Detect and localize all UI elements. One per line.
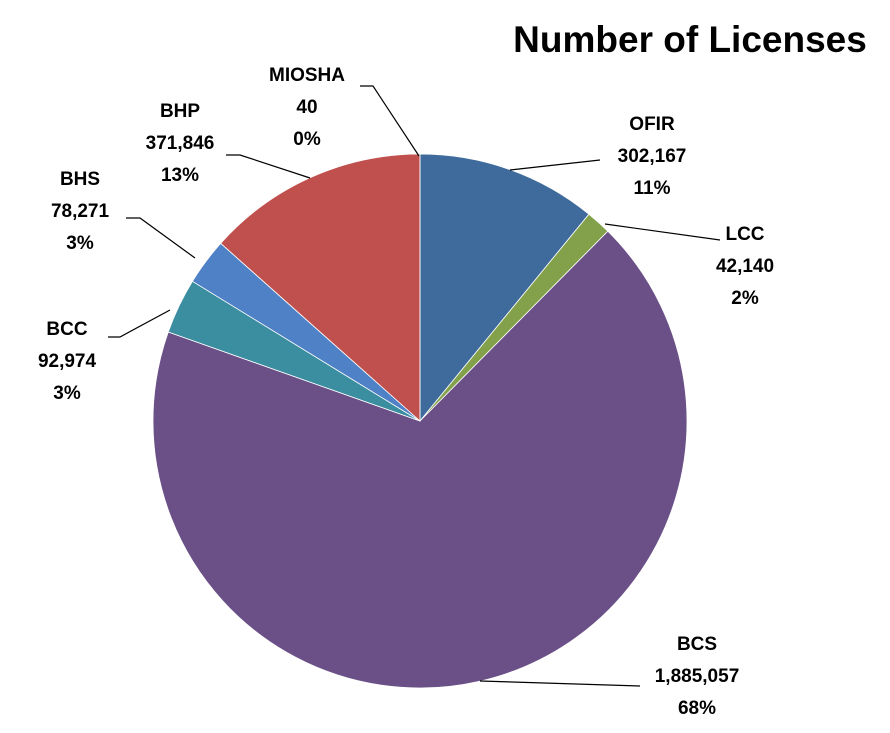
pie-slice [419, 153, 590, 423]
value-label: 40 [296, 97, 317, 118]
percent-label: 11% [634, 178, 671, 199]
percent-label: 2% [731, 288, 759, 309]
value-label: 302,167 [618, 146, 687, 167]
leader-line [360, 85, 420, 157]
percent-label: 3% [66, 233, 94, 254]
value-label: 92,974 [38, 351, 97, 372]
percent-label: 68% [678, 698, 716, 719]
category-label: OFIR [629, 114, 675, 135]
category-label: BCC [46, 319, 87, 340]
pie-slice [220, 153, 421, 422]
category-label: LCC [725, 224, 764, 245]
value-label: 42,140 [716, 256, 774, 277]
percent-label: 13% [161, 165, 199, 186]
category-label: BCS [677, 634, 717, 655]
leader-line [108, 309, 171, 338]
leader-line [126, 217, 196, 259]
leader-line [509, 159, 601, 171]
value-label: 371,846 [146, 133, 215, 154]
value-label: 78,271 [51, 201, 110, 222]
chart-title: Number of Licenses [513, 19, 867, 60]
leader-line [604, 223, 721, 241]
leader-line [479, 680, 641, 687]
percent-label: 3% [53, 383, 81, 404]
category-label: BHS [60, 169, 100, 190]
pie-slice [152, 230, 688, 689]
percent-label: 0% [293, 129, 321, 150]
category-label: MIOSHA [269, 65, 345, 86]
leader-line [226, 154, 311, 179]
value-label: 1,885,057 [655, 666, 740, 687]
category-label: BHP [160, 101, 200, 122]
